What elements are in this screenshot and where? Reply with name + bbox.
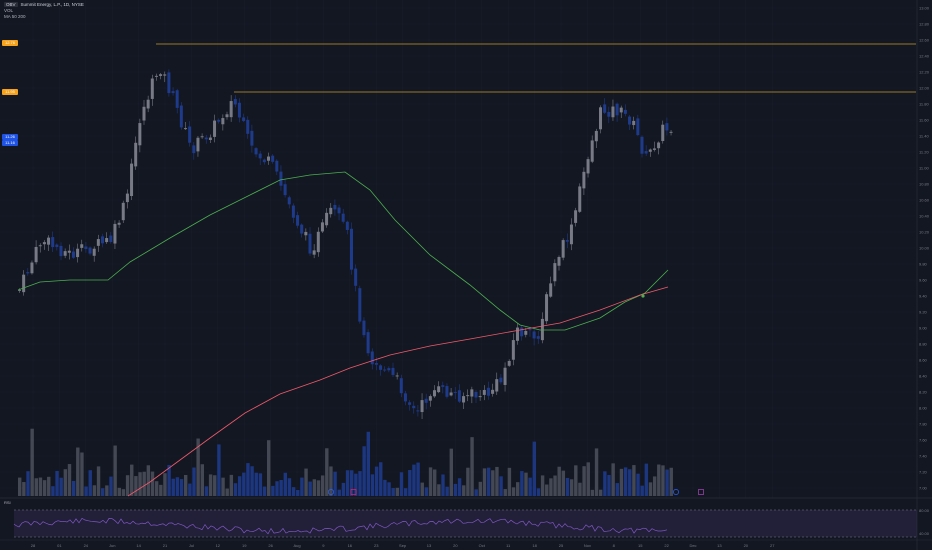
price-axis-label: 10.80 <box>919 182 930 187</box>
price-axis-label: 7.60 <box>919 438 928 443</box>
time-axis-label: 12 <box>216 543 221 548</box>
price-axis-label: 10.00 <box>919 246 930 251</box>
rsi-axis: 80.00 40.00 <box>919 508 930 536</box>
time-axis-label: 14 <box>136 543 141 548</box>
event-marker-earnings[interactable] <box>350 489 357 495</box>
price-axis-label: 11.60 <box>919 118 929 123</box>
time-axis-label: 11 <box>506 543 511 548</box>
time-axis-label: 27 <box>770 543 775 548</box>
price-axis[interactable]: 13.00 12.80 12.60 12.40 12.20 12.00 11.80 11.60… <box>919 6 930 491</box>
price-tag-lower-level: 11.95 <box>2 89 18 95</box>
price-tag-prev: 11.16 <box>2 140 18 146</box>
time-axis-label: 8 <box>613 543 616 548</box>
legend-ticker[interactable]: Summit Energy, L.P., 1D, NYSE <box>20 2 84 7</box>
time-axis-label: 18 <box>532 543 537 548</box>
legend-volume[interactable]: VOL <box>4 8 14 13</box>
time-axis-label: 01 <box>57 543 62 548</box>
price-axis-label: 7.80 <box>919 422 928 427</box>
price-axis-label: 8.40 <box>919 374 928 379</box>
price-axis-label: 11.00 <box>919 166 929 171</box>
price-axis-label: 9.80 <box>919 262 928 267</box>
time-axis-label: Oct <box>479 543 486 548</box>
price-axis-label: 11.80 <box>919 102 929 107</box>
price-axis-label: 9.00 <box>919 326 928 331</box>
time-axis-label: 21 <box>163 543 168 548</box>
time-axis[interactable]: 28 01 24 Jun 14 21 Jul 12 19 26 Aug 9 16 23 Sep 13 20 Oct… <box>31 543 775 548</box>
price-axis-label: 10.40 <box>919 214 930 219</box>
time-axis-label: 22 <box>664 543 669 548</box>
price-axis-label: 12.00 <box>919 86 930 91</box>
time-axis-label: 9 <box>322 543 325 548</box>
ma200-line <box>127 286 669 497</box>
price-axis-label: 8.80 <box>919 342 928 347</box>
price-axis-label: 8.00 <box>919 406 928 411</box>
price-axis-label: 12.20 <box>919 70 930 75</box>
time-axis-label: Jun <box>109 543 115 548</box>
time-axis-label: 28 <box>31 543 36 548</box>
rsi-pane <box>13 509 917 538</box>
price-axis-label: 12.80 <box>919 22 930 27</box>
grid <box>0 0 917 498</box>
rsi-label[interactable]: RSI <box>4 500 11 505</box>
time-axis-label: 16 <box>348 543 353 548</box>
price-axis-label: 10.60 <box>919 198 930 203</box>
time-axis-label: 15 <box>638 543 643 548</box>
price-axis-label: 9.60 <box>919 278 928 283</box>
time-axis-label: 25 <box>559 543 564 548</box>
chart-legend: OBV Summit Energy, L.P., 1D, NYSE VOL MA … <box>4 2 84 20</box>
event-marker-dividend[interactable] <box>328 489 334 495</box>
price-axis-label: 9.40 <box>919 294 928 299</box>
price-axis-label: 9.20 <box>919 310 928 315</box>
ma50-line <box>17 171 669 331</box>
price-axis-label: 12.40 <box>919 54 930 59</box>
time-axis-label: Sep <box>399 543 407 548</box>
price-axis-label: 8.60 <box>919 358 928 363</box>
price-axis-label: 8.20 <box>919 390 928 395</box>
time-axis-label: 20 <box>453 543 458 548</box>
time-axis-label: 13 <box>427 543 432 548</box>
time-axis-label: 24 <box>84 543 89 548</box>
price-axis-label: 10.20 <box>919 230 930 235</box>
price-tag-upper-level: 12.76 <box>2 40 18 46</box>
volume-bars <box>18 428 673 496</box>
time-axis-label: Jul <box>189 543 194 548</box>
time-axis-label: 23 <box>374 543 379 548</box>
candlesticks <box>18 69 673 419</box>
golden-cross-marker <box>641 294 645 298</box>
event-marker-dividend-2[interactable] <box>673 489 679 495</box>
price-tag-last: 11.26 <box>2 134 18 140</box>
event-marker-earnings-2[interactable] <box>698 489 704 495</box>
price-axis-label: 7.00 <box>919 486 928 491</box>
price-axis-label: 11.40 <box>919 134 929 139</box>
legend-ma[interactable]: MA 50 200 <box>4 14 26 19</box>
rsi-line <box>13 517 668 535</box>
time-axis-label: Aug <box>293 543 300 548</box>
price-axis-label: 13.00 <box>919 6 930 11</box>
time-axis-label: 13 <box>717 543 722 548</box>
price-axis-label: 11.20 <box>919 150 929 155</box>
symbol-badge[interactable]: OBV <box>4 2 18 7</box>
time-axis-label: Dec <box>689 543 696 548</box>
price-axis-label: 7.40 <box>919 454 928 459</box>
time-axis-label: Nov <box>584 543 591 548</box>
rsi-level-upper: 80.00 <box>919 508 930 513</box>
rsi-level-lower: 40.00 <box>919 531 930 536</box>
price-axis-label: 12.60 <box>919 38 930 43</box>
time-axis-label: 26 <box>268 543 273 548</box>
time-axis-label: 20 <box>744 543 749 548</box>
time-axis-label: 19 <box>242 543 247 548</box>
price-axis-label: 7.20 <box>919 470 928 475</box>
